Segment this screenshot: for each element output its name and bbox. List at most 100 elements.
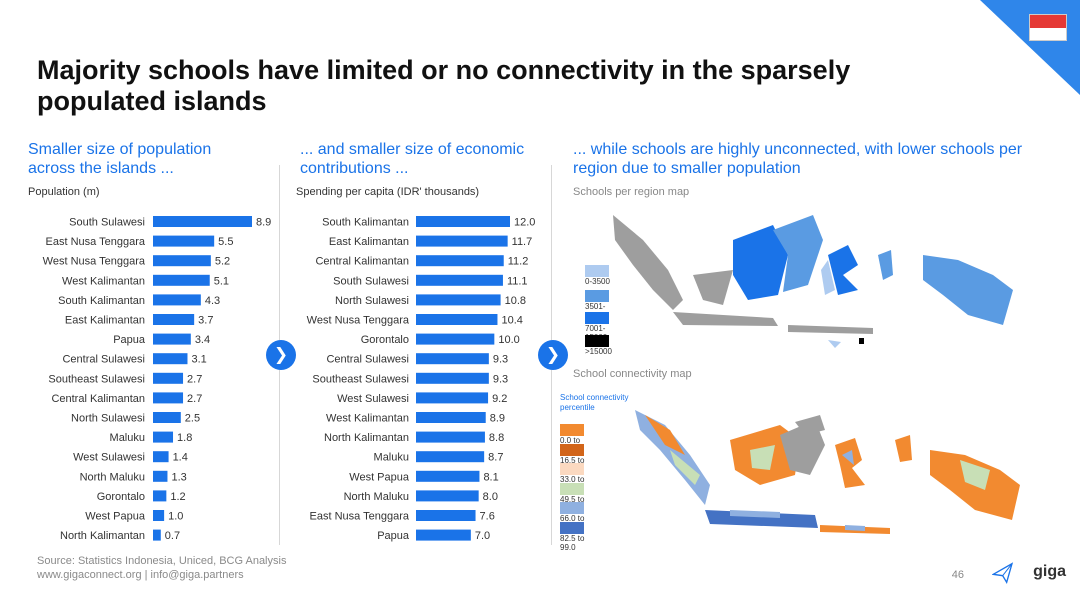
bar [153,216,252,227]
data-label: 1.8 [177,432,192,444]
legend-swatch [585,335,609,347]
data-label: 3.1 [191,354,206,366]
legend-swatch [560,424,584,436]
data-label: 10.0 [498,334,519,346]
data-label: 1.4 [173,452,188,464]
bar [416,274,503,286]
bar [416,431,485,443]
data-label: 10.8 [505,295,526,307]
data-label: 10.4 [501,315,522,327]
category-label: East Kalimantan [65,315,145,327]
bar [153,235,215,247]
data-label: 3.4 [195,334,210,346]
data-label: 9.3 [493,373,508,385]
category-label: Central Sulawesi [62,354,145,366]
data-label: 1.0 [168,511,183,523]
category-label: North Sulawesi [335,295,409,307]
data-label: 8.8 [489,432,504,444]
maps-heading: ... while schools are highly unconnected… [573,141,1023,177]
data-label: 3.7 [198,315,213,327]
category-label: East Kalimantan [329,236,409,248]
data-label: 9.3 [493,354,508,366]
bar [416,333,495,345]
data-label: 1.3 [171,471,186,483]
population-heading: Smaller size of population across the is… [28,141,212,177]
category-label: Central Kalimantan [51,393,145,405]
category-label: West Sulawesi [337,393,409,405]
category-label: Central Kalimantan [315,256,409,268]
category-label: North Sulawesi [71,413,145,425]
category-label: Maluku [110,432,145,444]
giga-brand: giga [1033,563,1066,580]
population-bar-chart: South Sulawesi 8.9 East Nusa Tenggara 5.5 We… [43,216,271,542]
legend-swatch [585,265,609,277]
bar [416,255,504,267]
bar [416,412,486,423]
data-label: 0.7 [165,530,180,542]
data-label: 8.7 [488,452,503,464]
bar [153,412,181,423]
category-label: South Sulawesi [333,275,409,287]
bar [153,372,184,384]
category-label: Southeast Sulawesi [312,373,409,385]
bar [153,294,201,306]
contact-links[interactable]: www.gigaconnect.org | info@giga.partners [37,569,244,581]
data-label: 2.7 [187,393,202,405]
bar [153,510,165,521]
category-label: Gorontalo [361,334,409,346]
bar [153,333,191,345]
bar [416,216,510,227]
bar [153,314,195,325]
legend-swatch [560,463,584,475]
category-label: West Nusa Tenggara [43,256,146,268]
category-label: North Kalimantan [324,432,409,444]
data-label: 8.0 [483,491,498,503]
legend-swatch [585,312,609,324]
category-label: West Papua [85,511,146,523]
bar [153,274,210,286]
indonesia-flag-icon [1029,14,1067,41]
category-label: South Kalimantan [322,217,409,229]
chevron-right-icon: ❯ [266,340,296,370]
school-connectivity-map [635,410,1020,534]
schools-map-label: Schools per region map [573,186,690,198]
data-label: 8.1 [483,471,498,483]
bar [416,392,489,404]
category-label: North Kalimantan [60,530,145,542]
category-label: Papua [113,334,146,346]
giga-logo-icon [992,562,1014,584]
bar [416,470,480,482]
population-subheading: Population (m) [28,186,100,198]
category-label: Southeast Sulawesi [48,373,145,385]
category-label: West Kalimantan [326,413,409,425]
bar [416,235,508,247]
category-label: South Kalimantan [58,295,145,307]
chevron-right-icon: ❯ [538,340,568,370]
legend-swatch [585,290,609,302]
legend-label: 0-3500 [585,277,610,286]
data-label: 8.9 [256,217,271,229]
bar [416,451,485,463]
spending-bar-chart: South Kalimantan 12.0 East Kalimantan 11.7 C… [307,216,535,542]
bar [153,470,168,482]
category-label: West Kalimantan [62,275,145,287]
category-label: Gorontalo [97,491,145,503]
bar [153,529,161,541]
legend-swatch [560,483,584,495]
category-label: North Maluku [344,491,409,503]
connectivity-legend-title: School connectivity percentile [560,393,629,412]
bar [153,255,211,267]
spending-heading: ... and smaller size of economic contrib… [300,141,525,177]
bar [416,353,489,365]
data-label: 11.1 [507,275,528,287]
data-label: 7.6 [480,511,495,523]
spending-subheading: Spending per capita (IDR' thousands) [296,186,480,198]
page-title: Majority schools have limited or no conn… [37,55,851,116]
bar [153,353,188,365]
category-label: West Sulawesi [73,452,145,464]
connectivity-map-label: School connectivity map [573,368,692,380]
schools-per-region-map [613,215,1013,348]
category-label: South Sulawesi [69,217,145,229]
bar [416,372,489,384]
bar [416,529,471,541]
